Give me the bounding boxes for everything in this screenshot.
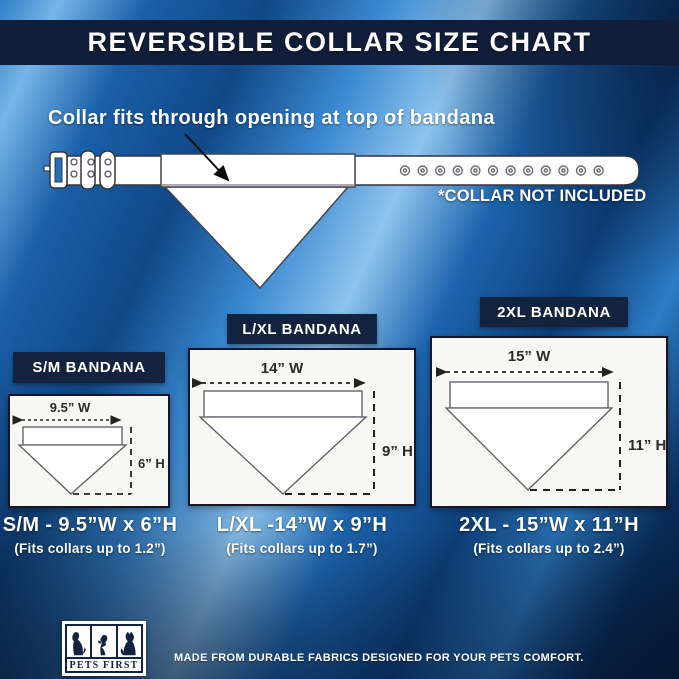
- collar-buckle: [43, 150, 116, 190]
- size-box-lxl: 14” W 9” H: [188, 348, 416, 506]
- size-box-2xl: 15” W 11” H: [430, 336, 668, 508]
- 2xl-width-label: 15” W: [508, 348, 551, 365]
- 2xl-bandana-triangle: [444, 407, 614, 491]
- size-diagram-2xl: 15” W 11” H: [435, 348, 666, 491]
- lxl-width-label: 14” W: [261, 360, 304, 377]
- dog-silhouette-3-icon: [117, 626, 141, 657]
- 2xl-height-label: 11” H: [628, 437, 666, 454]
- size-label-2xl: 2XL BANDANA: [480, 297, 628, 327]
- pets-first-logo: PETS FIRST: [62, 621, 146, 676]
- size-label-sm-text: S/M BANDANA: [32, 359, 146, 376]
- bandana-triangle: [163, 186, 350, 290]
- size-caption-lxl: L/XL -14”W x 9”H: [216, 514, 388, 536]
- size-label-lxl: L/XL BANDANA: [227, 314, 377, 344]
- size-label-sm: S/M BANDANA: [13, 352, 165, 383]
- size-caption-sm: S/M - 9.5”W x 6”H: [2, 514, 178, 536]
- logo-dog-tiles: [67, 626, 141, 657]
- collar-opening-note: Collar fits through opening at top of ba…: [48, 107, 495, 129]
- size-box-sm: 9.5” W 6” H: [8, 394, 170, 508]
- lxl-bandana-channel: [203, 390, 363, 418]
- lxl-bandana-triangle: [198, 416, 368, 495]
- logo-wordmark: PETS FIRST: [67, 659, 141, 671]
- dog-silhouette-2-icon: [92, 626, 116, 657]
- collar-bandana-illustration: [43, 133, 640, 290]
- collar-holes: [399, 165, 604, 176]
- size-label-2xl-text: 2XL BANDANA: [497, 303, 611, 321]
- dog-silhouette-1-icon: [67, 626, 91, 657]
- bandana-channel: [160, 153, 356, 188]
- size-diagram-sm: 9.5” W 6” H: [12, 400, 165, 495]
- sm-bandana-triangle: [17, 444, 128, 495]
- 2xl-bandana-channel: [449, 381, 609, 409]
- sm-bandana-channel: [22, 426, 123, 446]
- size-fits-2xl: (Fits collars up to 2.4”): [473, 541, 625, 556]
- warning-line: MADE FROM DURABLE FABRICS DESIGNED FOR Y…: [174, 651, 584, 664]
- size-caption-2xl: 2XL - 15”W x 11”H: [459, 514, 639, 536]
- size-diagram-lxl: 14” W 9” H: [191, 360, 413, 495]
- collar-disclaimer: *COLLAR NOT INCLUDED: [438, 187, 647, 205]
- lxl-height-label: 9” H: [382, 443, 413, 460]
- page-title: REVERSIBLE COLLAR SIZE CHART: [87, 27, 592, 57]
- size-label-lxl-text: L/XL BANDANA: [242, 320, 362, 338]
- size-fits-lxl: (Fits collars up to 1.7”): [226, 541, 378, 556]
- sm-width-label: 9.5” W: [50, 400, 91, 415]
- sm-height-label: 6” H: [138, 456, 165, 471]
- header-bar: REVERSIBLE COLLAR SIZE CHART: [0, 20, 679, 65]
- note-arrow: [184, 133, 230, 182]
- size-fits-sm: (Fits collars up to 1.2”): [14, 541, 166, 556]
- warning-text: MADE FROM DURABLE FABRICS DESIGNED FOR Y…: [174, 625, 639, 679]
